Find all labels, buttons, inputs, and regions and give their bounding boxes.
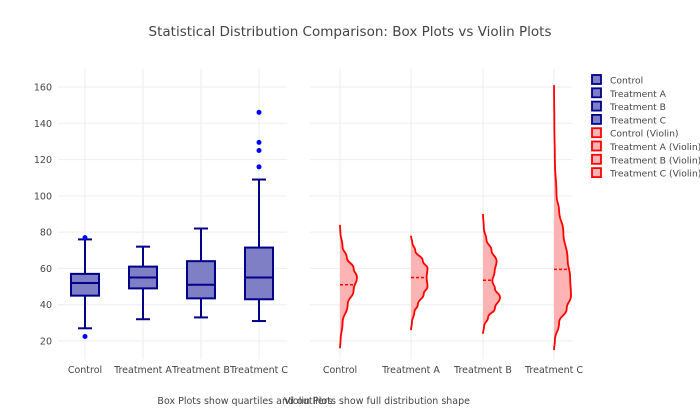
y-tick-label: 20 <box>40 337 52 348</box>
box-iqr <box>70 272 100 297</box>
legend[interactable]: Control Treatment A Treatment B Treatment C… <box>591 74 700 180</box>
legend-label: Treatment C (Violin) <box>609 169 700 180</box>
annotation-violin: Violin Plots show full distribution shap… <box>284 396 470 407</box>
x-tick-label: Treatment B <box>453 365 512 376</box>
legend-item[interactable]: Treatment B (Violin) <box>591 153 700 167</box>
legend-swatch <box>591 153 602 165</box>
legend-label: Treatment C <box>609 115 666 126</box>
y-axis: 20 40 60 80 100 120 140 160 <box>34 83 52 348</box>
x-tick-label: Treatment A <box>113 365 172 376</box>
box-plots <box>70 109 274 339</box>
y-tick-label: 80 <box>40 228 52 239</box>
outlier-point <box>256 148 262 153</box>
legend-swatch <box>591 100 602 112</box>
box-treatment-c <box>244 109 274 323</box>
legend-swatch <box>591 74 602 85</box>
x-tick-label: Treatment A <box>381 365 440 376</box>
box-treatment-a <box>128 245 158 321</box>
chart-title: Statistical Distribution Comparison: Box… <box>149 24 552 40</box>
x-tick-label: Treatment C <box>229 365 288 376</box>
grid <box>58 68 572 360</box>
legend-label: Control (Violin) <box>610 129 678 140</box>
y-tick-label: 100 <box>34 191 52 202</box>
y-tick-label: 40 <box>40 300 52 311</box>
legend-label: Treatment A <box>609 89 667 100</box>
violin-control <box>339 224 358 349</box>
y-tick-label: 60 <box>40 264 52 275</box>
outlier-point <box>256 109 262 115</box>
x-tick-label: Treatment B <box>171 365 230 376</box>
legend-item[interactable]: Treatment C <box>591 114 666 127</box>
legend-label: Control <box>610 76 643 87</box>
box-control <box>70 235 100 339</box>
y-tick-label: 140 <box>34 119 52 130</box>
outlier-point <box>256 164 262 170</box>
violin-treatment-a <box>410 235 429 331</box>
legend-item[interactable]: Treatment B <box>591 100 666 114</box>
legend-item[interactable]: Treatment C (Violin) <box>591 167 700 180</box>
x-tick-label: Treatment C <box>524 365 583 376</box>
outlier-point <box>82 333 88 339</box>
legend-swatch <box>591 87 602 99</box>
x-tick-label: Control <box>68 365 102 376</box>
violin-outline <box>410 235 429 331</box>
violin-fill <box>554 85 571 351</box>
outlier-point <box>256 139 262 145</box>
legend-label: Treatment B <box>609 102 666 113</box>
outlier-point <box>82 235 88 241</box>
violin-fill <box>411 235 428 331</box>
x-tick-label: Control <box>323 365 357 376</box>
y-tick-label: 160 <box>34 83 52 94</box>
box-iqr <box>186 260 216 300</box>
box-treatment-b <box>186 227 216 319</box>
annotation-box: Box Plots show quartiles and outliers <box>157 396 332 407</box>
legend-item[interactable]: Control <box>591 74 643 87</box>
violin-outline <box>482 213 501 334</box>
violin-outline <box>553 85 572 351</box>
violin-fill <box>340 224 357 349</box>
legend-item[interactable]: Control (Violin) <box>591 127 678 140</box>
legend-swatch <box>591 140 602 152</box>
legend-swatch <box>591 114 602 125</box>
violin-outline <box>339 224 358 349</box>
violin-treatment-c <box>553 85 572 351</box>
legend-swatch <box>591 167 602 179</box>
y-tick-label: 120 <box>34 155 52 166</box>
legend-label: Treatment A (Violin) <box>609 142 700 153</box>
legend-item[interactable]: Treatment A <box>591 87 667 100</box>
violin-treatment-b <box>482 213 501 334</box>
legend-swatch <box>591 127 602 139</box>
box-iqr <box>244 246 274 301</box>
legend-label: Treatment B (Violin) <box>609 155 700 166</box>
violin-plots <box>339 85 572 351</box>
legend-item[interactable]: Treatment A (Violin) <box>591 140 700 154</box>
